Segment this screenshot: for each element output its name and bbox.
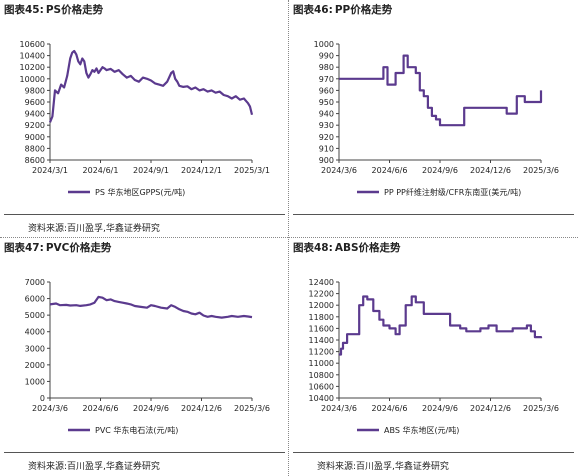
- legend-label: PP PP纤维注射级/CFR东南亚(美元/吨): [384, 187, 521, 197]
- y-tick-label: 11400: [309, 336, 334, 345]
- y-tick-label: 8600: [25, 156, 45, 165]
- y-tick-label: 960: [319, 86, 334, 95]
- y-tick-label: 2000: [25, 361, 45, 370]
- source-note: 资料来源:百川盈孚,华鑫证券研究: [28, 462, 160, 472]
- chart-svg: 8600 8800 9000 9200 9400 9600 9800 10000 10200 10…: [20, 40, 270, 197]
- chart-panel-abs: 图表48: ABS价格走势 10400 10600 10800 11000 11200 11…: [289, 238, 578, 476]
- y-tick-label: 11000: [309, 359, 334, 368]
- chart-panel-pvc: 图表47: PVC价格走势 0 1000 2000 3000 4000 5000 6000 70…: [0, 238, 289, 476]
- x-tick-label: 2024/6/6: [372, 404, 408, 413]
- chart-svg: 0 1000 2000 3000 4000 5000 6000 7000 2024/3/6 202…: [25, 278, 270, 435]
- chart-title: PVC价格走势: [45, 242, 112, 254]
- y-tick-label: 0: [40, 394, 45, 403]
- y-tick-label: 950: [319, 98, 334, 107]
- x-tick-label: 2025/3/6: [234, 404, 270, 413]
- y-tick-label: 9400: [25, 110, 45, 119]
- figure-number: 图表45:: [4, 4, 44, 16]
- legend-label: PVC 华东电石法(元/吨): [95, 425, 178, 435]
- y-tick-label: 11800: [309, 313, 334, 322]
- x-tick-label: 2024/3/6: [321, 404, 357, 413]
- source-rule: [293, 214, 574, 215]
- y-tick-label: 12200: [309, 290, 334, 299]
- y-tick-label: 920: [319, 133, 334, 142]
- chart-panel-pp: 图表46: PP价格走势 900 910 920 930 940 950 960 970 980 9…: [289, 0, 578, 238]
- y-tick-label: 4000: [25, 328, 45, 337]
- x-tick-label: 2025/3/6: [523, 166, 559, 175]
- vertical-divider: [288, 0, 290, 476]
- figure-number: 图表47:: [4, 242, 44, 254]
- panel-title: 图表47: PVC价格走势: [4, 240, 111, 255]
- chart-svg: 10400 10600 10800 11000 11200 11400 11600 11800…: [309, 278, 559, 435]
- series-line: [339, 54, 543, 127]
- panel-title: 图表48: ABS价格走势: [293, 240, 401, 255]
- x-tick-label: 2024/9/6: [422, 166, 458, 175]
- figure-number: 图表48:: [293, 242, 333, 254]
- source-rule: [4, 214, 285, 215]
- y-tick-label: 910: [319, 144, 334, 153]
- y-tick-label: 940: [319, 110, 334, 119]
- series-line: [339, 295, 543, 356]
- x-tick-label: 2025/3/1: [234, 166, 270, 175]
- y-tick-label: 1000: [25, 377, 45, 386]
- source-note: 资料来源:百川盈孚,华鑫证券研究: [317, 462, 449, 472]
- y-tick-label: 930: [319, 121, 334, 130]
- y-tick-label: 970: [319, 75, 334, 84]
- y-tick-label: 9800: [25, 86, 45, 95]
- y-tick-label: 900: [319, 156, 334, 165]
- y-tick-label: 10600: [20, 40, 45, 49]
- x-tick-label: 2024/6/1: [83, 166, 119, 175]
- x-tick-label: 2024/9/1: [133, 166, 169, 175]
- x-tick-label: 2024/12/6: [470, 404, 511, 413]
- x-tick-label: 2024/3/1: [32, 166, 68, 175]
- chart-title: ABS价格走势: [334, 242, 401, 254]
- legend-label: PS 华东地区GPPS(元/吨): [95, 187, 185, 197]
- horizontal-divider: [0, 237, 578, 238]
- y-tick-label: 11200: [309, 348, 334, 357]
- x-tick-label: 2024/3/6: [32, 404, 68, 413]
- y-tick-label: 8800: [25, 144, 45, 153]
- source-rule: [4, 452, 285, 453]
- y-tick-label: 7000: [25, 278, 45, 287]
- y-tick-label: 12400: [309, 278, 334, 287]
- y-tick-label: 10000: [20, 75, 45, 84]
- y-tick-label: 5000: [25, 311, 45, 320]
- y-tick-label: 980: [319, 63, 334, 72]
- y-tick-label: 3000: [25, 344, 45, 353]
- y-tick-label: 11600: [309, 324, 334, 333]
- x-tick-label: 2024/9/6: [133, 404, 169, 413]
- y-tick-label: 10800: [309, 371, 334, 380]
- chart-svg: 900 910 920 930 940 950 960 970 980 990 1000 2024/3…: [314, 40, 559, 197]
- y-tick-label: 10200: [20, 63, 45, 72]
- y-tick-label: 990: [319, 52, 334, 61]
- legend-label: ABS 华东地区(元/吨): [384, 425, 459, 435]
- chart-panel-ps: 图表45: PS价格走势 8600 8800 9000 9200 9400 9600 9800…: [0, 0, 289, 238]
- figure-number: 图表46:: [293, 4, 333, 16]
- series-line: [49, 295, 253, 319]
- y-tick-label: 12000: [309, 301, 334, 310]
- x-tick-label: 2024/9/6: [422, 404, 458, 413]
- y-tick-label: 1000: [314, 40, 334, 49]
- y-tick-label: 6000: [25, 295, 45, 304]
- x-tick-label: 2024/12/1: [181, 166, 222, 175]
- panel-title: 图表45: PS价格走势: [4, 2, 103, 17]
- y-tick-label: 10400: [309, 394, 334, 403]
- x-tick-label: 2024/6/6: [372, 166, 408, 175]
- series-line: [48, 49, 254, 123]
- x-tick-label: 2024/6/6: [83, 404, 119, 413]
- panel-title: 图表46: PP价格走势: [293, 2, 392, 17]
- y-tick-label: 9600: [25, 98, 45, 107]
- chart-title: PS价格走势: [45, 4, 104, 16]
- source-rule: [293, 452, 574, 453]
- y-tick-label: 10400: [20, 52, 45, 61]
- chart-title: PP价格走势: [334, 4, 393, 16]
- y-tick-label: 9000: [25, 133, 45, 142]
- x-tick-label: 2024/3/6: [321, 166, 357, 175]
- source-note: 资料来源:百川盈孚,华鑫证券研究: [28, 224, 160, 234]
- x-tick-label: 2024/12/6: [470, 166, 511, 175]
- y-tick-label: 10600: [309, 382, 334, 391]
- y-tick-label: 9200: [25, 121, 45, 130]
- x-tick-label: 2025/3/6: [523, 404, 559, 413]
- x-tick-label: 2024/12/6: [181, 404, 222, 413]
